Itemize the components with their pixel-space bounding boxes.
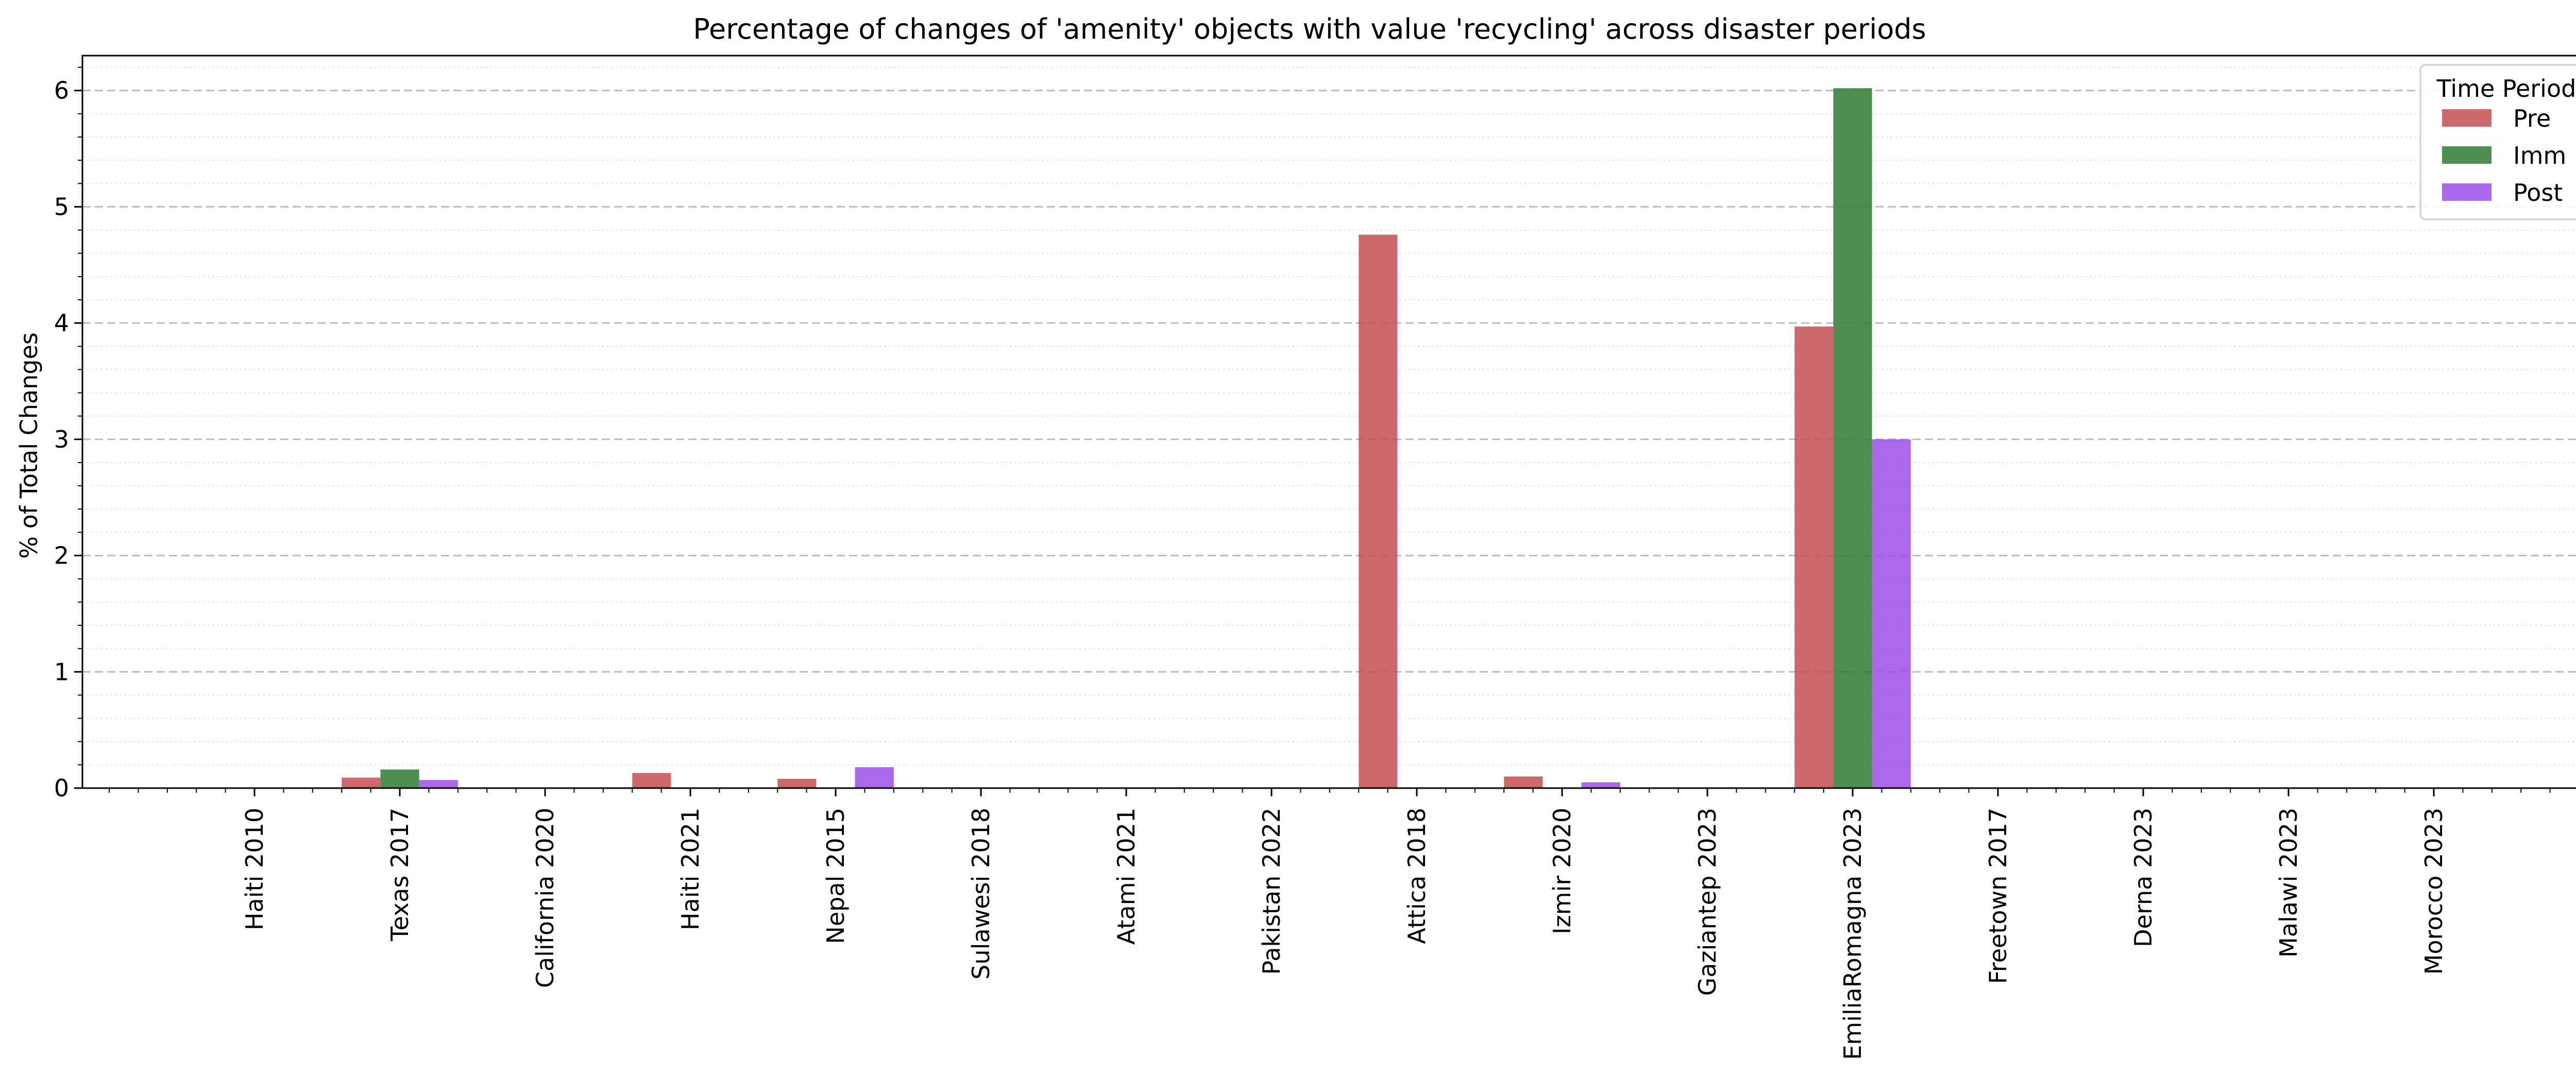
x-tick-label: Atami 2021 <box>1112 808 1140 945</box>
bar-post <box>1581 782 1620 788</box>
y-axis-label: % of Total Changes <box>15 332 43 558</box>
bar-pre <box>1794 326 1834 788</box>
x-tick-label: Haiti 2010 <box>241 808 268 930</box>
legend-label-post: Post <box>2513 179 2563 207</box>
x-tick-label: Freetown 2017 <box>1984 808 2012 984</box>
y-tick-label: 5 <box>54 193 69 220</box>
legend-label-pre: Pre <box>2513 105 2551 132</box>
y-tick-label: 6 <box>54 77 69 105</box>
x-tick-label: Texas 2017 <box>386 808 414 942</box>
bar-pre <box>342 777 381 788</box>
bar-imm <box>380 769 419 788</box>
x-tick-label: Derna 2023 <box>2129 808 2157 947</box>
x-tick-label: EmiliaRomagna 2023 <box>1839 808 1867 1060</box>
legend-title: Time Period <box>2436 75 2576 103</box>
x-tick-label: Izmir 2020 <box>1548 808 1576 934</box>
chart-title: Percentage of changes of 'amenity' objec… <box>693 13 1926 45</box>
bar-pre <box>1359 234 1398 789</box>
legend-label-imm: Imm <box>2513 142 2566 169</box>
x-tick-label: Attica 2018 <box>1403 808 1431 944</box>
legend-swatch-pre <box>2442 109 2492 127</box>
y-tick-label: 3 <box>54 425 69 453</box>
legend-swatch-post <box>2442 183 2492 201</box>
grid-lines <box>82 66 2576 765</box>
y-tick-label: 1 <box>54 658 69 686</box>
bar-pre <box>777 778 817 788</box>
y-tick-label: 2 <box>54 542 69 570</box>
bar-pre <box>1504 776 1543 788</box>
x-tick-label: California 2020 <box>531 808 559 988</box>
bar-post <box>855 767 894 788</box>
bar-post <box>419 780 458 788</box>
y-tick-label: 4 <box>54 309 69 337</box>
x-tick-label: Gaziantep 2023 <box>1693 808 1721 996</box>
legend-box <box>2419 64 2576 220</box>
legend-swatch-imm <box>2442 146 2492 164</box>
x-tick-label: Morocco 2023 <box>2420 808 2448 975</box>
y-tick-label: 0 <box>54 774 69 802</box>
bar-post <box>1872 439 1911 788</box>
x-tick-label: Pakistan 2022 <box>1258 808 1285 975</box>
x-tick-label: Sulawesi 2018 <box>967 808 995 980</box>
x-tick-label: Nepal 2015 <box>822 808 850 944</box>
bar-pre <box>632 773 671 788</box>
plot-frame <box>81 55 2576 789</box>
bar-imm <box>1833 88 1872 789</box>
x-tick-label: Haiti 2021 <box>676 808 704 930</box>
bars <box>342 88 1911 789</box>
axis-ticks: 0 1 2 3 4 5 6 Haiti 2010 Texas 2017 California 20… <box>54 66 2551 1060</box>
legend: Time Period Pre Imm Post <box>2419 64 2576 220</box>
x-tick-label: Malawi 2023 <box>2275 808 2302 958</box>
